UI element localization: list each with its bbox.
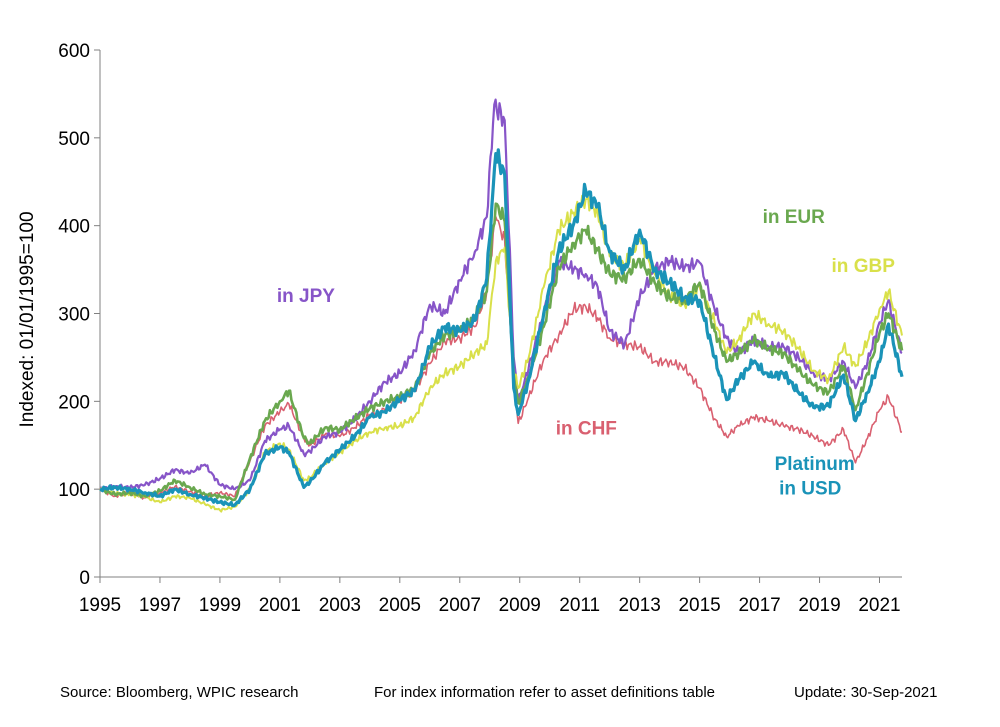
series-line-in-jpy [99, 98, 903, 492]
series-label: in JPY [277, 286, 335, 307]
y-tick-label: 600 [58, 41, 90, 62]
series-label: in GBP [832, 256, 896, 277]
series-line-in-eur [99, 202, 904, 502]
series-label: in USD [779, 478, 841, 499]
footer-update: Update: 30-Sep-2021 [794, 684, 938, 701]
series-line-in-chf [99, 216, 903, 500]
x-tick-label: 2011 [559, 595, 600, 616]
y-tick-label: 200 [58, 392, 90, 413]
x-tick-label: 2003 [319, 595, 361, 616]
x-tick-label: 2005 [379, 595, 421, 616]
x-tick-label: 2007 [439, 595, 481, 616]
y-tick-label: 500 [58, 129, 90, 150]
x-tick-label: 2001 [259, 595, 301, 616]
x-tick-label: 2019 [798, 595, 840, 616]
series-labels: in JPY in EUR in GBP in CHF Platinum in USD [277, 207, 895, 499]
x-tick-label: 1999 [199, 595, 241, 616]
y-axis-title: Indexed: 01/01/1995=100 [17, 211, 38, 427]
x-tick-label: 2017 [738, 595, 780, 616]
series-label: in EUR [763, 207, 826, 228]
y-tick-label: 100 [58, 480, 90, 501]
footer-note: For index information refer to asset def… [374, 684, 716, 701]
x-tick-label: 2009 [499, 595, 541, 616]
x-tick-label: 2015 [678, 595, 720, 616]
y-tick-label: 400 [58, 217, 90, 238]
axes: 0 100 200 300 400 500 600 1995 1997 1999 2001 2003 2… [17, 41, 902, 616]
series-lines [99, 98, 904, 513]
x-tick-label: 1997 [139, 595, 181, 616]
x-tick-label: 2013 [619, 595, 661, 616]
x-tick-label: 1995 [79, 595, 121, 616]
y-tick-label: 0 [79, 568, 90, 589]
series-label: in CHF [556, 419, 617, 440]
footer-source: Source: Bloomberg, WPIC research [60, 684, 299, 701]
y-tick-label: 300 [58, 305, 90, 326]
x-tick-label: 2021 [858, 595, 900, 616]
series-label: Platinum [775, 454, 855, 475]
series-line-platinum-in-usd [99, 148, 904, 508]
